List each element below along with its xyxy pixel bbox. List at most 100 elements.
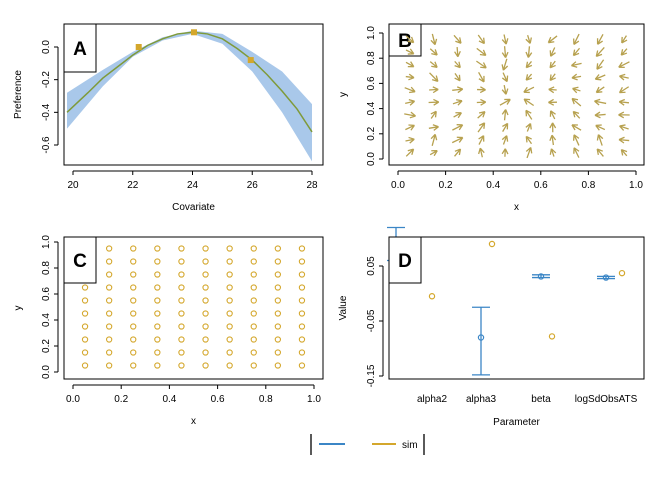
x-tick-label: 0.2: [114, 394, 128, 405]
x-tick-label: 0.4: [486, 180, 500, 191]
grid-point: [202, 310, 209, 317]
grid-point: [81, 297, 89, 304]
sim-point: [428, 293, 436, 300]
arrow: [477, 122, 486, 133]
grid-point: [178, 271, 185, 278]
x-tick-label: 0.0: [66, 394, 80, 405]
arrow: [476, 98, 487, 106]
y-tick-label: 0.0: [41, 40, 52, 54]
panel-C-frame: [63, 236, 324, 380]
arrow: [430, 110, 437, 119]
grid-point: [81, 336, 89, 343]
arrow: [595, 86, 605, 94]
arrow: [621, 35, 628, 44]
grid-point: [81, 310, 89, 317]
sim-point: [488, 240, 496, 248]
arrow: [451, 136, 464, 144]
data-point: [190, 29, 197, 36]
arrow: [618, 111, 630, 119]
arrow: [452, 99, 463, 106]
grid-point: [298, 258, 306, 265]
grid-point: [274, 271, 281, 278]
x-tick-label: 0.8: [259, 394, 273, 405]
y-tick-label: 1.0: [366, 26, 377, 40]
y-axis-label: Value: [338, 295, 349, 320]
grid-point: [250, 310, 257, 317]
arrow: [429, 86, 439, 94]
grid-point: [154, 349, 161, 356]
grid-point: [274, 349, 281, 356]
arrow: [477, 111, 486, 119]
y-tick-label: -0.4: [41, 103, 52, 121]
x-axis-label: Covariate: [172, 202, 215, 213]
arrow: [525, 46, 533, 58]
arrow: [618, 61, 630, 69]
x-axis-label: x: [514, 202, 519, 213]
arrow: [571, 97, 582, 107]
arrow: [595, 47, 605, 57]
grid-point: [226, 323, 233, 330]
grid-point: [106, 258, 113, 265]
arrow: [618, 98, 630, 106]
grid-point: [226, 271, 233, 278]
arrow: [477, 86, 486, 94]
arrow: [570, 61, 582, 68]
arrow: [405, 98, 416, 106]
y-tick-label: 0.0: [366, 152, 377, 166]
grid-point: [250, 297, 257, 304]
grid-point: [274, 297, 281, 304]
grid-point: [226, 258, 233, 265]
grid-point: [274, 336, 281, 343]
arrow: [428, 98, 440, 106]
grid-point: [250, 336, 257, 343]
x-tick-label: 20: [67, 180, 79, 191]
grid-point: [106, 349, 113, 356]
sim-point: [618, 269, 626, 277]
arrow: [430, 33, 438, 46]
grid-point: [106, 336, 113, 343]
grid-point: [106, 284, 113, 291]
y-axis-label: y: [338, 92, 349, 97]
grid-point: [202, 323, 209, 330]
grid-point: [274, 310, 281, 317]
grid-point: [226, 362, 233, 369]
arrow: [454, 47, 461, 58]
arrow: [476, 47, 487, 57]
grid-point: [274, 284, 281, 291]
grid-point: [274, 245, 281, 252]
arrow: [430, 133, 438, 147]
grid-point: [130, 271, 137, 278]
arrow: [549, 110, 556, 120]
arrow: [549, 134, 557, 146]
arrow: [501, 84, 509, 95]
arrow: [525, 73, 533, 81]
arrow: [405, 48, 415, 55]
x-tick-label: 0.4: [162, 394, 176, 405]
confidence-band: [67, 30, 313, 162]
arrow: [594, 74, 606, 81]
arrow: [523, 98, 535, 107]
arrow: [523, 86, 535, 94]
grid-point: [130, 323, 137, 330]
arrow: [499, 98, 511, 106]
arrow: [596, 59, 605, 70]
grid-point: [106, 245, 113, 252]
grid-point: [154, 258, 161, 265]
arrow: [501, 46, 509, 58]
arrow: [501, 72, 509, 83]
grid-point: [130, 310, 137, 317]
y-tick-label: 0.4: [366, 101, 377, 115]
x-tick-label: 28: [306, 180, 318, 191]
arrow: [619, 124, 629, 131]
grid-point: [178, 258, 185, 265]
arrow: [477, 34, 486, 45]
panel-A-label: A: [73, 39, 87, 60]
y-tick-label: 0.05: [366, 256, 377, 276]
grid-point: [178, 349, 185, 356]
arrow: [452, 86, 464, 94]
arrow: [454, 73, 461, 82]
y-tick-label: 0.0: [41, 365, 52, 379]
grid-point: [298, 284, 306, 291]
estimate-point: [537, 273, 545, 280]
grid-point: [130, 297, 137, 304]
